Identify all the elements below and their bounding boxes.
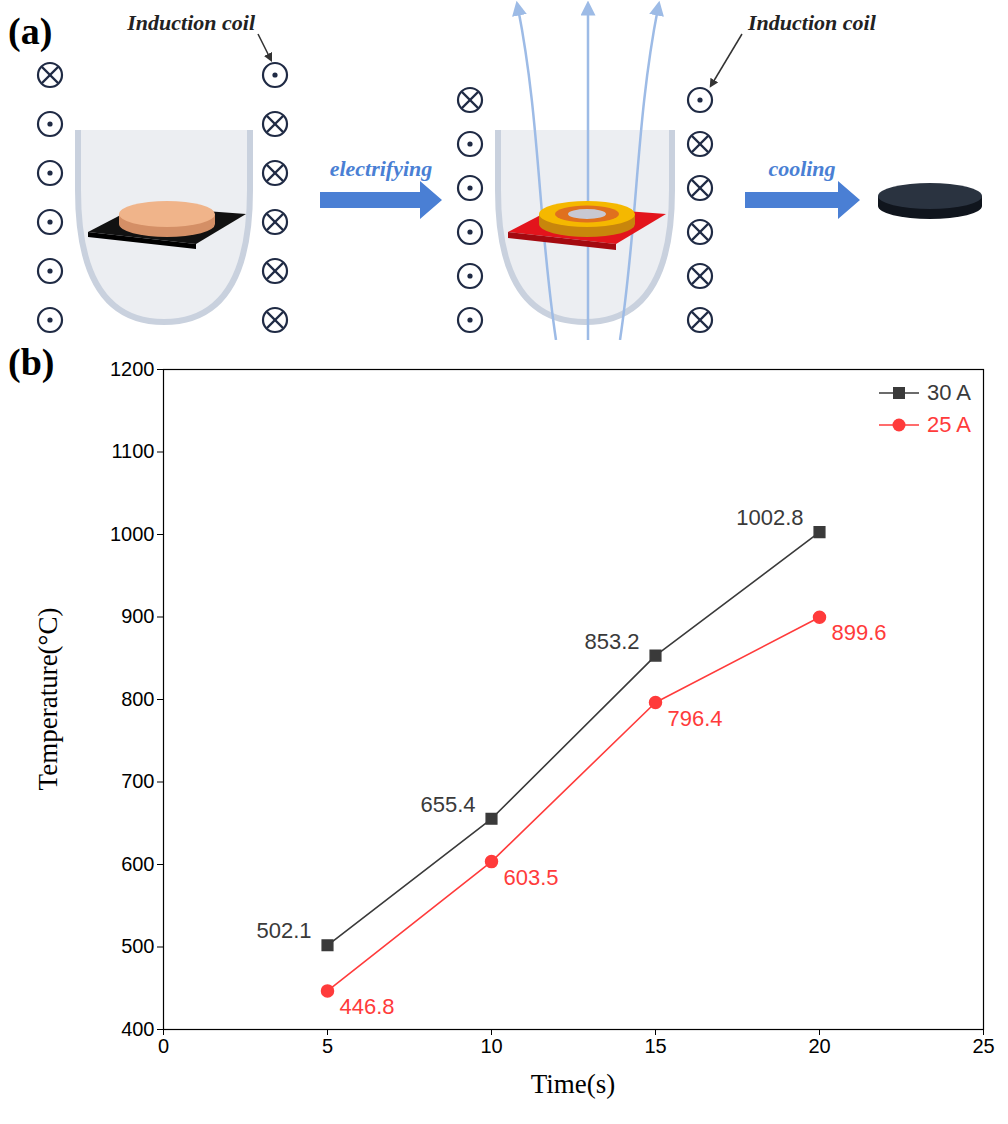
svg-text:1100: 1100 [111,440,154,462]
svg-text:1000: 1000 [110,523,155,545]
svg-text:10: 10 [480,1035,502,1057]
html-text:25 A: 25 A [927,412,971,437]
html-text:Temperature(°C): Temperature(°C) [32,607,63,791]
html-text:30 A: 30 A [927,380,971,405]
svg-text:853.2: 853.2 [584,629,639,654]
svg-text:700: 700 [121,770,154,792]
svg-text:502.1: 502.1 [256,918,311,943]
svg-text:Induction coil: Induction coil [126,10,256,35]
svg-text:1200: 1200 [110,358,155,380]
svg-text:Induction coil: Induction coil [747,10,877,35]
html-text:(b): (b) [8,341,55,383]
svg-text:(a): (a) [8,10,52,53]
svg-text:cooling: cooling [768,156,835,181]
svg-text:446.8: 446.8 [340,994,395,1019]
svg-text:899.6: 899.6 [832,620,887,645]
svg-text:400: 400 [121,1018,154,1040]
svg-text:600: 600 [121,853,154,875]
svg-text:5: 5 [322,1035,333,1057]
svg-text:25: 25 [972,1035,994,1057]
svg-text:603.5: 603.5 [504,865,559,890]
svg-text:electrifying: electrifying [330,156,433,181]
svg-text:655.4: 655.4 [420,792,475,817]
svg-text:796.4: 796.4 [668,706,723,731]
svg-text:0: 0 [158,1035,169,1057]
svg-text:800: 800 [121,688,154,710]
html-text:Time(s): Time(s) [530,1069,616,1099]
svg-text:1002.8: 1002.8 [736,505,803,530]
svg-text:500: 500 [121,935,154,957]
svg-text:900: 900 [121,605,154,627]
svg-text:20: 20 [808,1035,830,1057]
svg-text:15: 15 [644,1035,666,1057]
